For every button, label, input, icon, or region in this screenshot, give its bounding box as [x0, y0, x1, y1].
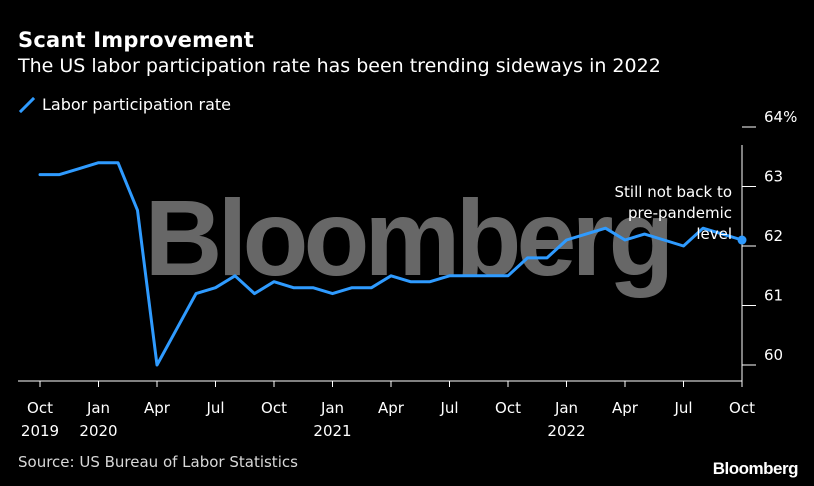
x-tick-label: Oct [27, 399, 53, 417]
legend: Labor participation rate [18, 95, 231, 114]
x-tick-year-label: 2019 [21, 422, 59, 440]
annotation-text: pre-pandemic [628, 204, 732, 222]
brand-logo: Bloomberg [712, 459, 799, 478]
x-tick-label: Apr [378, 399, 405, 417]
chart-subtitle: The US labor participation rate has been… [18, 55, 661, 77]
x-tick-label: Apr [612, 399, 639, 417]
x-tick-year-label: 2021 [313, 422, 351, 440]
x-tick-label: Jan [554, 399, 578, 417]
x-tick-label: Jan [86, 399, 110, 417]
x-tick-year-label: 2020 [79, 422, 117, 440]
x-tick-label: Jul [205, 399, 224, 417]
x-tick-label: Oct [261, 399, 287, 417]
x-tick-label: Jul [439, 399, 458, 417]
chart-title: Scant Improvement [18, 28, 254, 52]
legend-label: Labor participation rate [42, 95, 232, 114]
x-tick-label: Apr [144, 399, 171, 417]
x-tick-label: Oct [729, 399, 755, 417]
x-tick-label: Oct [495, 399, 521, 417]
x-tick-year-label: 2022 [547, 422, 585, 440]
y-tick-label: 64% [764, 108, 797, 126]
series-line-labor-participation-rate [38, 161, 744, 367]
y-tick-label: 61 [764, 287, 783, 305]
y-tick-label: 62 [764, 227, 783, 245]
y-tick-label: 63 [764, 168, 783, 186]
x-tick-label: Jul [673, 399, 692, 417]
annotation-text: level [696, 225, 732, 243]
y-tick-label: 60 [764, 346, 783, 364]
latest-value-dot [737, 235, 747, 245]
annotation-text: Still not back to [615, 183, 732, 201]
legend-line-icon [18, 96, 36, 113]
x-tick-label: Jan [320, 399, 344, 417]
source-note: Source: US Bureau of Labor Statistics [18, 453, 298, 471]
